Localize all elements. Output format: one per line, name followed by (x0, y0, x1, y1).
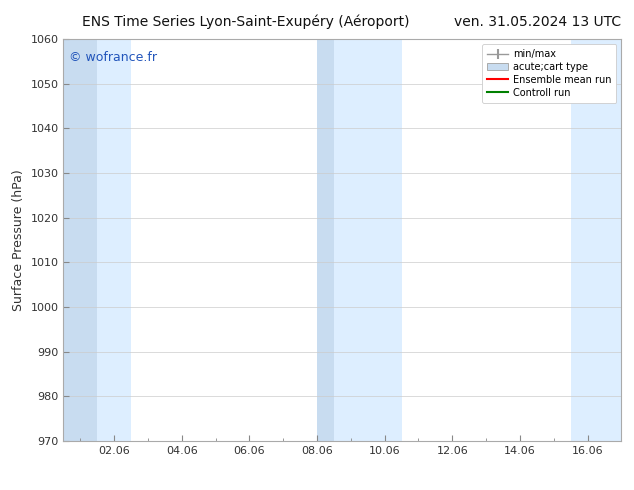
Legend: min/max, acute;cart type, Ensemble mean run, Controll run: min/max, acute;cart type, Ensemble mean … (482, 44, 616, 102)
Text: ENS Time Series Lyon-Saint-Exupéry (Aéroport): ENS Time Series Lyon-Saint-Exupéry (Aéro… (82, 15, 410, 29)
Text: © wofrance.fr: © wofrance.fr (69, 51, 157, 64)
Bar (317, 39, 334, 441)
Bar (63, 39, 97, 441)
Y-axis label: Surface Pressure (hPa): Surface Pressure (hPa) (12, 169, 25, 311)
Bar (97, 39, 131, 441)
Bar (571, 39, 621, 441)
Text: ven. 31.05.2024 13 UTC: ven. 31.05.2024 13 UTC (454, 15, 621, 29)
Bar (334, 39, 401, 441)
